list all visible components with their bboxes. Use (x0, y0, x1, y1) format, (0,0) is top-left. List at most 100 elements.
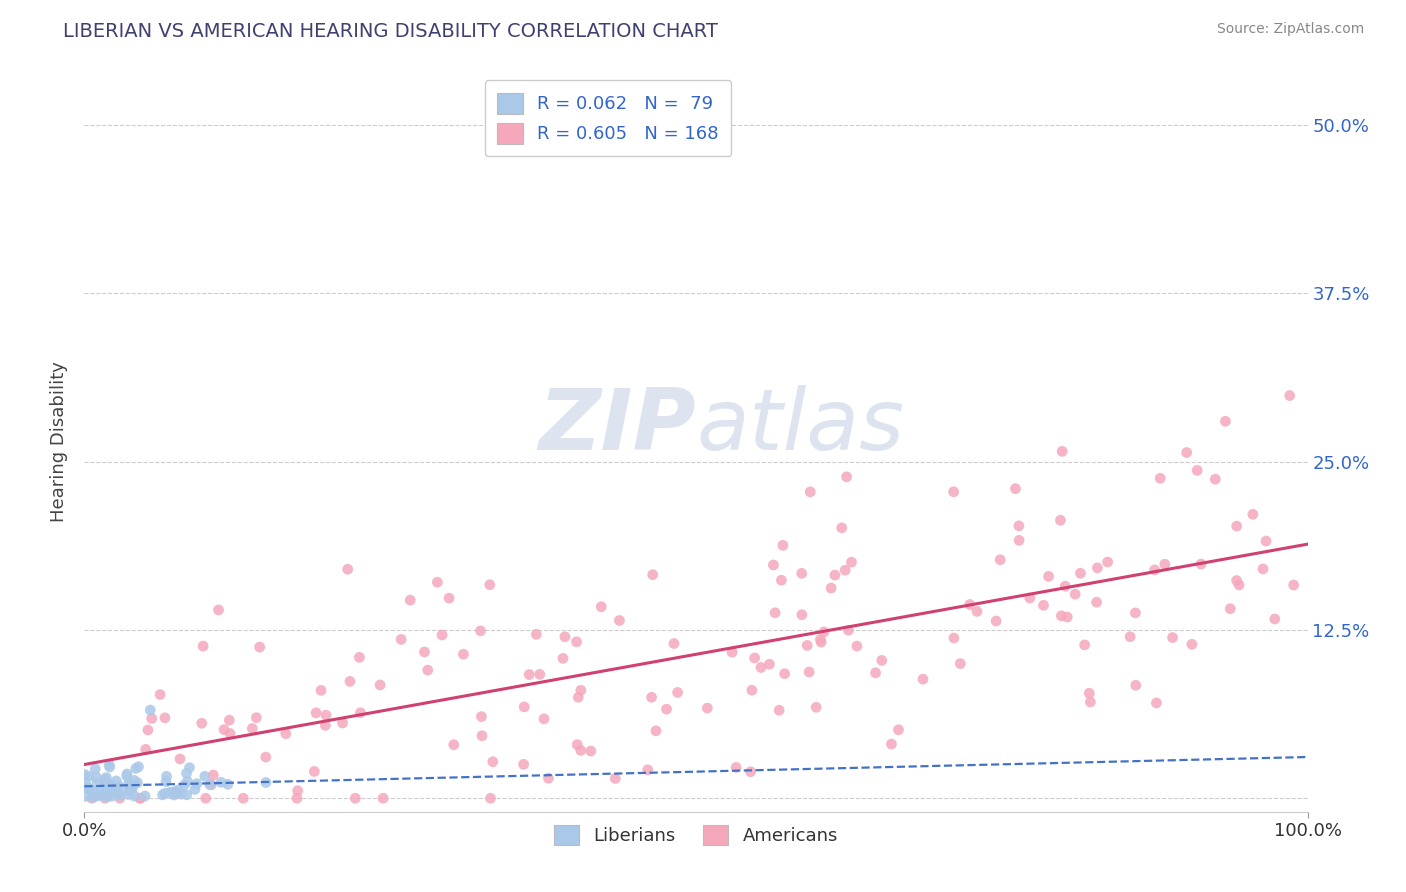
Point (790, 607, 813, 622)
Point (165, 785, 187, 799)
Point (219, 726, 242, 740)
Point (1215, 414, 1237, 428)
Point (96, 781, 118, 796)
Point (108, 780, 131, 794)
Point (287, 783, 309, 797)
Point (315, 708, 337, 723)
Point (744, 651, 766, 665)
Point (666, 685, 689, 699)
Point (640, 690, 662, 705)
Point (1004, 482, 1026, 496)
Point (120, 782, 142, 797)
Point (1054, 579, 1077, 593)
Point (191, 716, 214, 731)
Point (762, 558, 785, 572)
Point (176, 774, 198, 789)
Point (637, 763, 659, 777)
Point (524, 627, 547, 641)
Point (86, 770, 108, 784)
Point (1050, 608, 1073, 623)
Point (820, 581, 842, 595)
Point (165, 784, 187, 798)
Point (416, 663, 439, 677)
Point (725, 760, 748, 774)
Point (1080, 695, 1102, 709)
Point (94, 790, 117, 805)
Point (121, 781, 143, 796)
Point (194, 791, 217, 805)
Point (209, 775, 232, 789)
Point (1241, 508, 1264, 522)
Point (129, 791, 152, 805)
Point (80, 791, 103, 805)
Point (1175, 445, 1198, 459)
Point (799, 484, 821, 499)
Point (349, 706, 371, 720)
Point (911, 672, 934, 686)
Point (1254, 534, 1277, 549)
Point (512, 757, 534, 772)
Point (103, 784, 125, 798)
Point (103, 785, 125, 799)
Point (128, 791, 150, 805)
Point (470, 624, 492, 638)
Point (121, 779, 143, 793)
Point (179, 761, 201, 775)
Point (105, 787, 128, 801)
Point (1153, 557, 1175, 571)
Point (770, 573, 793, 587)
Point (254, 775, 277, 789)
Point (166, 787, 188, 801)
Point (655, 702, 678, 716)
Point (186, 777, 208, 791)
Point (309, 683, 332, 698)
Point (567, 738, 589, 752)
Point (808, 632, 831, 647)
Point (870, 653, 893, 667)
Point (98, 758, 121, 772)
Point (97, 777, 120, 791)
Point (824, 568, 846, 582)
Point (118, 776, 141, 790)
Point (90, 783, 112, 797)
Point (127, 775, 149, 789)
Point (437, 591, 460, 606)
Point (124, 773, 146, 788)
Point (831, 521, 853, 535)
Point (344, 791, 367, 805)
Point (105, 773, 128, 788)
Point (77, 781, 100, 796)
Point (155, 774, 177, 789)
Point (988, 552, 1011, 566)
Point (285, 791, 308, 805)
Legend: Liberians, Americans: Liberians, Americans (546, 815, 846, 855)
Point (207, 603, 229, 617)
Point (100, 789, 122, 804)
Point (1069, 566, 1091, 581)
Point (517, 667, 540, 681)
Point (721, 645, 744, 659)
Point (73, 789, 96, 804)
Text: Source: ZipAtlas.com: Source: ZipAtlas.com (1216, 22, 1364, 37)
Point (959, 598, 981, 612)
Point (984, 614, 1007, 628)
Point (1226, 519, 1249, 533)
Point (198, 778, 221, 792)
Point (1032, 599, 1054, 613)
Point (97, 789, 120, 803)
Point (274, 726, 297, 740)
Point (567, 690, 589, 705)
Point (569, 743, 592, 757)
Point (813, 624, 835, 639)
Point (662, 636, 685, 650)
Point (217, 777, 239, 791)
Point (942, 631, 965, 645)
Point (240, 722, 263, 736)
Point (118, 783, 141, 797)
Text: ZIP: ZIP (538, 385, 696, 468)
Point (1251, 562, 1274, 576)
Point (82, 788, 104, 802)
Point (73, 767, 96, 781)
Point (772, 538, 794, 552)
Point (84, 788, 107, 802)
